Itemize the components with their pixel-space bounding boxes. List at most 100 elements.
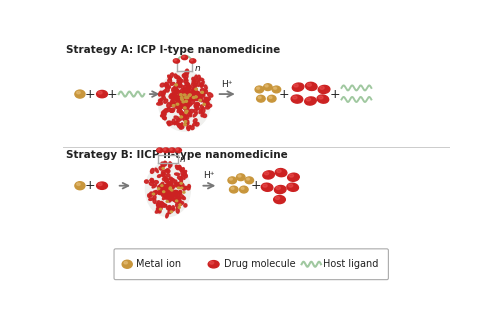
Ellipse shape — [178, 199, 181, 203]
Ellipse shape — [164, 82, 168, 87]
Ellipse shape — [166, 188, 170, 191]
Ellipse shape — [196, 107, 200, 110]
Ellipse shape — [177, 192, 180, 196]
Text: +: + — [84, 179, 95, 192]
Ellipse shape — [177, 196, 181, 201]
Ellipse shape — [170, 189, 172, 192]
Text: +: + — [251, 179, 262, 192]
Ellipse shape — [196, 93, 200, 96]
Ellipse shape — [201, 113, 204, 117]
Ellipse shape — [162, 191, 165, 193]
Ellipse shape — [164, 176, 166, 179]
Ellipse shape — [160, 83, 164, 87]
Ellipse shape — [269, 96, 272, 99]
Ellipse shape — [194, 109, 197, 113]
Ellipse shape — [180, 97, 183, 99]
Ellipse shape — [164, 194, 168, 197]
Ellipse shape — [192, 88, 197, 93]
Ellipse shape — [163, 186, 166, 191]
Ellipse shape — [230, 186, 238, 193]
Ellipse shape — [155, 168, 158, 173]
Ellipse shape — [183, 99, 186, 103]
Ellipse shape — [190, 92, 194, 96]
Ellipse shape — [158, 204, 164, 207]
Ellipse shape — [180, 183, 182, 186]
Ellipse shape — [184, 97, 187, 99]
Ellipse shape — [158, 185, 162, 189]
Ellipse shape — [164, 99, 168, 103]
Ellipse shape — [186, 110, 190, 113]
Ellipse shape — [287, 183, 298, 191]
Ellipse shape — [206, 106, 210, 109]
Ellipse shape — [184, 85, 190, 88]
Ellipse shape — [146, 163, 190, 216]
Ellipse shape — [178, 81, 181, 85]
Ellipse shape — [199, 108, 202, 114]
Ellipse shape — [263, 184, 267, 187]
Ellipse shape — [183, 170, 186, 173]
Ellipse shape — [75, 182, 85, 190]
Ellipse shape — [162, 110, 166, 114]
Ellipse shape — [238, 175, 241, 177]
Text: Host ligand: Host ligand — [323, 259, 378, 269]
Ellipse shape — [186, 102, 188, 106]
Ellipse shape — [192, 97, 196, 100]
Ellipse shape — [174, 83, 180, 88]
Ellipse shape — [172, 191, 176, 194]
Ellipse shape — [184, 99, 188, 104]
Ellipse shape — [192, 94, 195, 99]
Ellipse shape — [196, 122, 199, 126]
Ellipse shape — [192, 87, 196, 92]
Ellipse shape — [170, 177, 173, 181]
Ellipse shape — [173, 91, 177, 95]
Ellipse shape — [182, 74, 186, 78]
Ellipse shape — [183, 115, 187, 120]
Ellipse shape — [168, 196, 172, 199]
Ellipse shape — [180, 194, 184, 198]
Ellipse shape — [263, 171, 274, 179]
Ellipse shape — [179, 97, 184, 100]
Ellipse shape — [195, 88, 198, 90]
Ellipse shape — [158, 185, 161, 189]
Ellipse shape — [174, 95, 177, 100]
Ellipse shape — [153, 191, 156, 194]
Ellipse shape — [188, 95, 192, 100]
Ellipse shape — [186, 83, 190, 86]
Ellipse shape — [174, 103, 177, 108]
Ellipse shape — [182, 113, 186, 117]
Ellipse shape — [158, 99, 162, 104]
Ellipse shape — [181, 114, 184, 119]
Ellipse shape — [185, 109, 190, 113]
Ellipse shape — [154, 190, 158, 195]
Ellipse shape — [178, 123, 182, 128]
Ellipse shape — [194, 91, 198, 95]
Ellipse shape — [181, 99, 186, 102]
Ellipse shape — [170, 73, 173, 79]
Ellipse shape — [171, 198, 175, 201]
Ellipse shape — [158, 71, 211, 131]
Ellipse shape — [168, 79, 172, 83]
Ellipse shape — [184, 124, 186, 126]
Ellipse shape — [166, 187, 170, 191]
Ellipse shape — [178, 183, 182, 187]
Ellipse shape — [166, 213, 168, 218]
Ellipse shape — [274, 87, 276, 89]
Ellipse shape — [199, 98, 203, 102]
Ellipse shape — [268, 95, 276, 102]
Ellipse shape — [181, 92, 184, 95]
Ellipse shape — [160, 98, 163, 101]
Ellipse shape — [187, 103, 192, 106]
Ellipse shape — [152, 193, 154, 195]
Ellipse shape — [176, 103, 180, 107]
Ellipse shape — [258, 96, 261, 99]
Ellipse shape — [178, 182, 181, 185]
Text: +: + — [279, 88, 289, 100]
Ellipse shape — [204, 90, 208, 93]
Ellipse shape — [200, 83, 203, 87]
Ellipse shape — [201, 107, 205, 113]
Ellipse shape — [178, 95, 182, 98]
Ellipse shape — [164, 185, 167, 187]
Ellipse shape — [166, 180, 170, 184]
Ellipse shape — [292, 83, 304, 91]
Ellipse shape — [192, 83, 196, 87]
